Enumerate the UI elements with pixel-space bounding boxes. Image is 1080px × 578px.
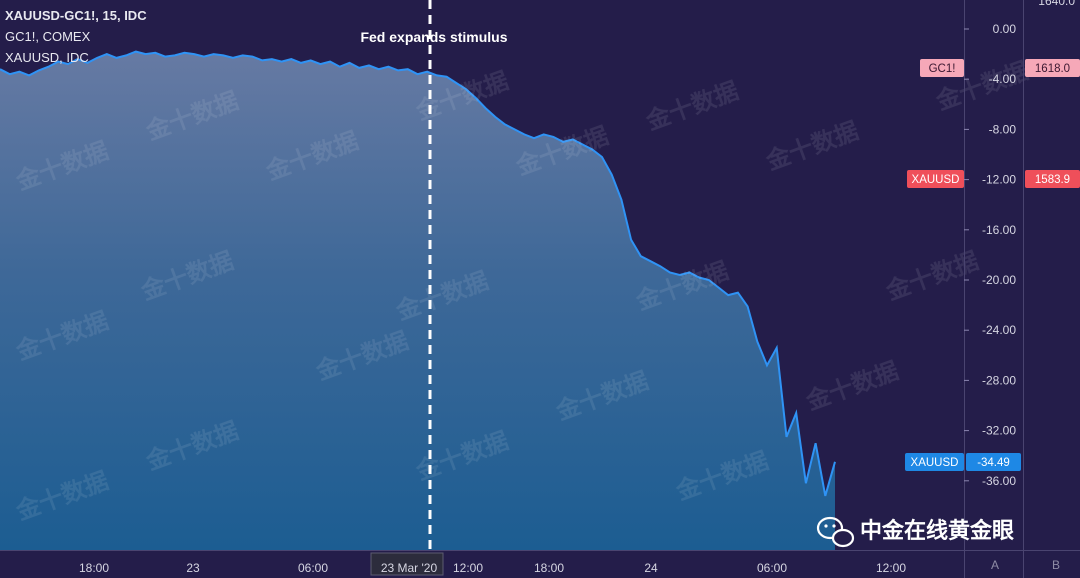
spread-name-tag-text: XAUUSD — [911, 457, 959, 469]
inner-tick-label: -16.00 — [982, 223, 1016, 237]
spread-area — [0, 51, 835, 550]
time-tick-label: 12:00 — [876, 561, 906, 575]
gc1-value-tag-box — [1025, 59, 1080, 77]
gc1-value-tag-text: 1618.0 — [1035, 63, 1070, 75]
xauusd-value-tag-text: 1583.9 — [1035, 174, 1070, 186]
time-tick-label: 06:00 — [298, 561, 328, 575]
time-tick-label: 24 — [644, 561, 658, 575]
inner-tick-label: -4.00 — [989, 72, 1017, 86]
pane-button-b[interactable]: B — [1052, 558, 1060, 572]
wechat-icon — [816, 516, 855, 548]
gc1-name-tag-text: GC1! — [929, 63, 956, 75]
outer-price-axis[interactable]: 1600.01580.01560.01540.01520.01500.01480… — [1023, 0, 1075, 8]
legend-title: XAUUSD-GC1!, 15, IDC — [5, 8, 147, 23]
fed-annotation: Fed expands stimulus — [360, 29, 507, 45]
xauusd-value-tag-box — [1025, 170, 1080, 188]
time-tick-label: 06:00 — [757, 561, 787, 575]
inner-tick-label: -28.00 — [982, 373, 1016, 387]
time-cursor-label: 23 Mar '20 — [381, 561, 438, 575]
spread-line — [0, 50, 836, 497]
wechat-overlay: 中金在线黄金眼 — [816, 516, 1014, 548]
inner-tick-label: -20.00 — [982, 273, 1016, 287]
spread-name-tag-box — [905, 453, 964, 471]
inner-tick-label: -36.00 — [982, 474, 1016, 488]
inner-tick-label: 0.00 — [993, 22, 1017, 36]
series-layer — [0, 50, 836, 550]
time-tick-label: 18:00 — [79, 561, 109, 575]
legend: XAUUSD-GC1!, 15, IDC GC1!, COMEX XAUUSD,… — [5, 8, 147, 65]
inner-price-axis[interactable]: 0.00 -4.00 -8.00 -12.00 -16.00 -20.00 -24.00 -2… — [964, 22, 1016, 488]
xauusd-name-tag-text: XAUUSD — [912, 174, 960, 186]
time-cursor-box — [370, 552, 444, 576]
xauusd-name-tag-box — [907, 170, 964, 188]
wechat-account-label: 中金在线黄金眼 — [860, 518, 1014, 544]
gc1-name-tag-box — [920, 59, 964, 77]
time-axis[interactable]: 18:00 23 06:00 23 Mar '20 12:00 18:00 24 06:00 1… — [79, 552, 906, 576]
inner-tick-label: -12.00 — [982, 173, 1016, 187]
time-tick-label: 12:00 — [453, 561, 483, 575]
pane-button-a[interactable]: A — [991, 558, 999, 572]
last-value-tags: GC1! 1618.0 XAUUSD 1583.9 XAUUSD -34.49 — [905, 59, 1080, 471]
legend-gc1: GC1!, COMEX — [5, 29, 91, 44]
inner-tick-label: -8.00 — [989, 122, 1017, 136]
inner-tick-label: -32.00 — [982, 424, 1016, 438]
spread-value-tag-text: -34.49 — [977, 457, 1010, 469]
legend-xauusd: XAUUSD, IDC — [5, 50, 89, 65]
outer-tick-label-partial: 1640.0 — [1038, 0, 1075, 8]
time-tick-label: 23 — [186, 561, 200, 575]
inner-tick-label: -24.00 — [982, 323, 1016, 337]
time-tick-label: 18:00 — [534, 561, 564, 575]
spread-value-tag-box — [966, 453, 1021, 471]
